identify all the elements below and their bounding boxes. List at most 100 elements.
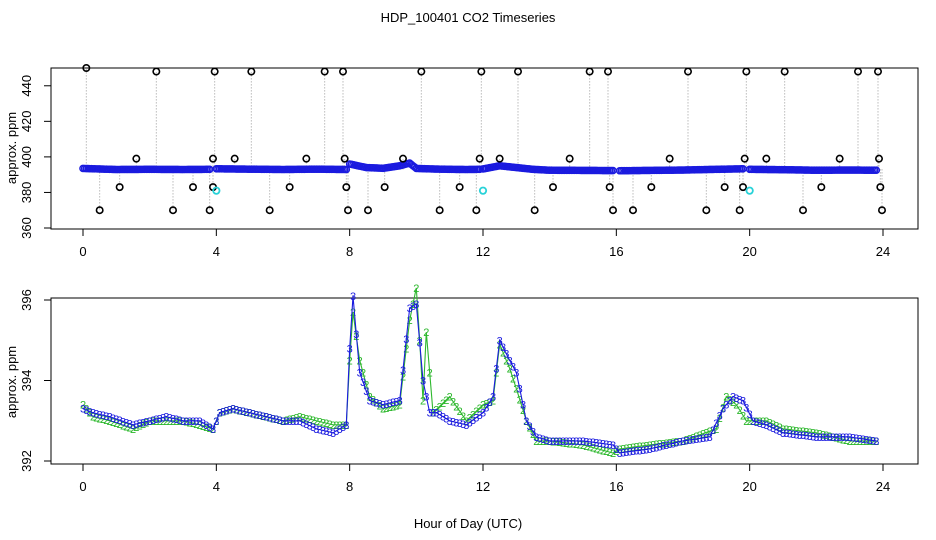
bottom-series-marker-3: 3 bbox=[687, 435, 693, 447]
top-y-tick-label: 380 bbox=[19, 182, 34, 204]
bottom-series-marker-3: 3 bbox=[257, 410, 263, 422]
bottom-series-marker-2: 2 bbox=[637, 441, 643, 453]
bottom-series-marker-2: 2 bbox=[247, 408, 253, 420]
bottom-series-marker-3: 3 bbox=[397, 396, 403, 408]
bottom-series-marker-3: 3 bbox=[677, 437, 683, 449]
bottom-series-marker-2: 2 bbox=[587, 442, 593, 454]
top-x-tick-label: 12 bbox=[476, 244, 490, 259]
top-outlier-point bbox=[683, 67, 692, 76]
bottom-y-axis-label: approx. ppm bbox=[4, 346, 19, 418]
bottom-series-marker-2: 2 bbox=[857, 436, 863, 448]
bottom-series-marker-2: 2 bbox=[290, 413, 296, 425]
bottom-series-marker-3: 3 bbox=[367, 396, 373, 408]
bottom-series-marker-3: 3 bbox=[177, 415, 183, 427]
bottom-series-marker-2: 2 bbox=[340, 420, 346, 432]
bottom-series-marker-2: 2 bbox=[313, 416, 319, 428]
bottom-series-marker-2: 2 bbox=[470, 409, 476, 421]
bottom-series-marker-3: 3 bbox=[657, 442, 663, 454]
bottom-series-marker-2: 2 bbox=[153, 416, 159, 428]
bottom-series-marker-2: 2 bbox=[653, 439, 659, 451]
top-panel: 0 4 8 12 16 20 24 360 380 400 420 440 approx. ppm bbox=[4, 64, 919, 259]
top-outlier-point bbox=[475, 154, 484, 163]
bottom-series-marker-3: 3 bbox=[200, 418, 206, 430]
bottom-series-marker-3: 3 bbox=[840, 432, 846, 444]
bottom-series-marker-2: 2 bbox=[343, 420, 349, 432]
bottom-series-marker-3: 3 bbox=[610, 440, 616, 452]
bottom-series-marker-3: 3 bbox=[633, 446, 639, 458]
bottom-series-marker-3: 3 bbox=[307, 421, 313, 433]
bottom-series-marker-3: 3 bbox=[273, 414, 279, 426]
bottom-series-marker-3: 3 bbox=[453, 417, 459, 429]
bottom-series-marker-2: 2 bbox=[680, 436, 686, 448]
bottom-series-marker-3: 3 bbox=[437, 410, 443, 422]
bottom-series-marker-2: 2 bbox=[333, 420, 339, 432]
bottom-series-marker-2: 2 bbox=[293, 413, 299, 425]
bottom-series-marker-3: 3 bbox=[103, 411, 109, 423]
bottom-series-marker-3: 3 bbox=[717, 411, 723, 423]
bottom-series-marker-2: 2 bbox=[483, 398, 489, 410]
bottom-series-marker-2: 2 bbox=[757, 416, 763, 428]
bottom-series-marker-2: 2 bbox=[860, 436, 866, 448]
bottom-series-marker-3: 3 bbox=[137, 418, 143, 430]
bottom-series-marker-2: 2 bbox=[623, 443, 629, 455]
bottom-series-marker-2: 2 bbox=[537, 436, 543, 448]
top-highlight-point bbox=[212, 186, 221, 195]
top-outlier-point bbox=[210, 67, 219, 76]
bottom-series-marker-2: 2 bbox=[517, 394, 523, 406]
bottom-series-marker-2: 2 bbox=[843, 435, 849, 447]
top-outlier-point bbox=[605, 183, 614, 192]
bottom-series-marker-2: 2 bbox=[513, 384, 519, 396]
bottom-series-marker-2: 2 bbox=[807, 427, 813, 439]
bottom-series-marker-3: 3 bbox=[100, 410, 106, 422]
top-outlier-point bbox=[665, 154, 674, 163]
bottom-series-marker-2: 2 bbox=[180, 416, 186, 428]
bottom-series-marker-2: 2 bbox=[820, 429, 826, 441]
bottom-series-marker-3: 3 bbox=[413, 299, 419, 311]
bottom-x-tick-label: 8 bbox=[346, 479, 353, 494]
bottom-series-marker-3: 3 bbox=[493, 363, 499, 375]
top-outlier-point bbox=[132, 154, 141, 163]
bottom-series-marker-2: 2 bbox=[723, 392, 729, 404]
bottom-series-marker-3: 3 bbox=[783, 428, 789, 440]
bottom-series-marker-2: 2 bbox=[780, 424, 786, 436]
top-outlier-point bbox=[742, 67, 751, 76]
bottom-series-marker-2: 2 bbox=[440, 398, 446, 410]
bottom-series-marker-3: 3 bbox=[757, 418, 763, 430]
bottom-series-marker-2: 2 bbox=[187, 417, 193, 429]
bottom-series-marker-3: 3 bbox=[577, 436, 583, 448]
bottom-series-marker-2: 2 bbox=[280, 416, 286, 428]
bottom-series-marker-3: 3 bbox=[560, 436, 566, 448]
bottom-series-marker-2: 2 bbox=[783, 424, 789, 436]
bottom-series-marker-3: 3 bbox=[847, 432, 853, 444]
bottom-series-marker-3: 3 bbox=[460, 419, 466, 431]
bottom-series-marker-2: 2 bbox=[823, 430, 829, 442]
bottom-series-marker-3: 3 bbox=[347, 343, 353, 355]
bottom-series-marker-3: 3 bbox=[187, 416, 193, 428]
bottom-series-marker-2: 2 bbox=[263, 412, 269, 424]
bottom-series-marker-3: 3 bbox=[613, 444, 619, 456]
bottom-series-marker-2: 2 bbox=[703, 427, 709, 439]
bottom-series-marker-3: 3 bbox=[380, 400, 386, 412]
bottom-series-marker-2: 2 bbox=[207, 423, 213, 435]
bottom-series-marker-2: 2 bbox=[80, 400, 86, 412]
top-y-tick-label: 400 bbox=[19, 146, 34, 168]
top-outlier-point bbox=[738, 183, 747, 192]
bottom-series-marker-2: 2 bbox=[400, 371, 406, 383]
bottom-series-marker-2: 2 bbox=[593, 443, 599, 455]
top-outlier-point bbox=[398, 154, 407, 163]
bottom-series-marker-3: 3 bbox=[280, 416, 286, 428]
top-y-tick-label: 420 bbox=[19, 110, 34, 132]
bottom-series-marker-2: 2 bbox=[250, 409, 256, 421]
bottom-series-marker-3: 3 bbox=[160, 413, 166, 425]
top-outlier-point bbox=[302, 154, 311, 163]
bottom-series-marker-3: 3 bbox=[217, 408, 223, 420]
bottom-series-marker-3: 3 bbox=[820, 432, 826, 444]
bottom-series-marker-3: 3 bbox=[477, 410, 483, 422]
bottom-series-marker-3: 3 bbox=[80, 404, 86, 416]
bottom-series-marker-3: 3 bbox=[90, 408, 96, 420]
bottom-series-marker-2: 2 bbox=[790, 425, 796, 437]
bottom-series-marker-3: 3 bbox=[403, 334, 409, 346]
bottom-series-marker-2: 2 bbox=[490, 396, 496, 408]
bottom-series-marker-3: 3 bbox=[737, 394, 743, 406]
bottom-series-marker-2: 2 bbox=[643, 440, 649, 452]
